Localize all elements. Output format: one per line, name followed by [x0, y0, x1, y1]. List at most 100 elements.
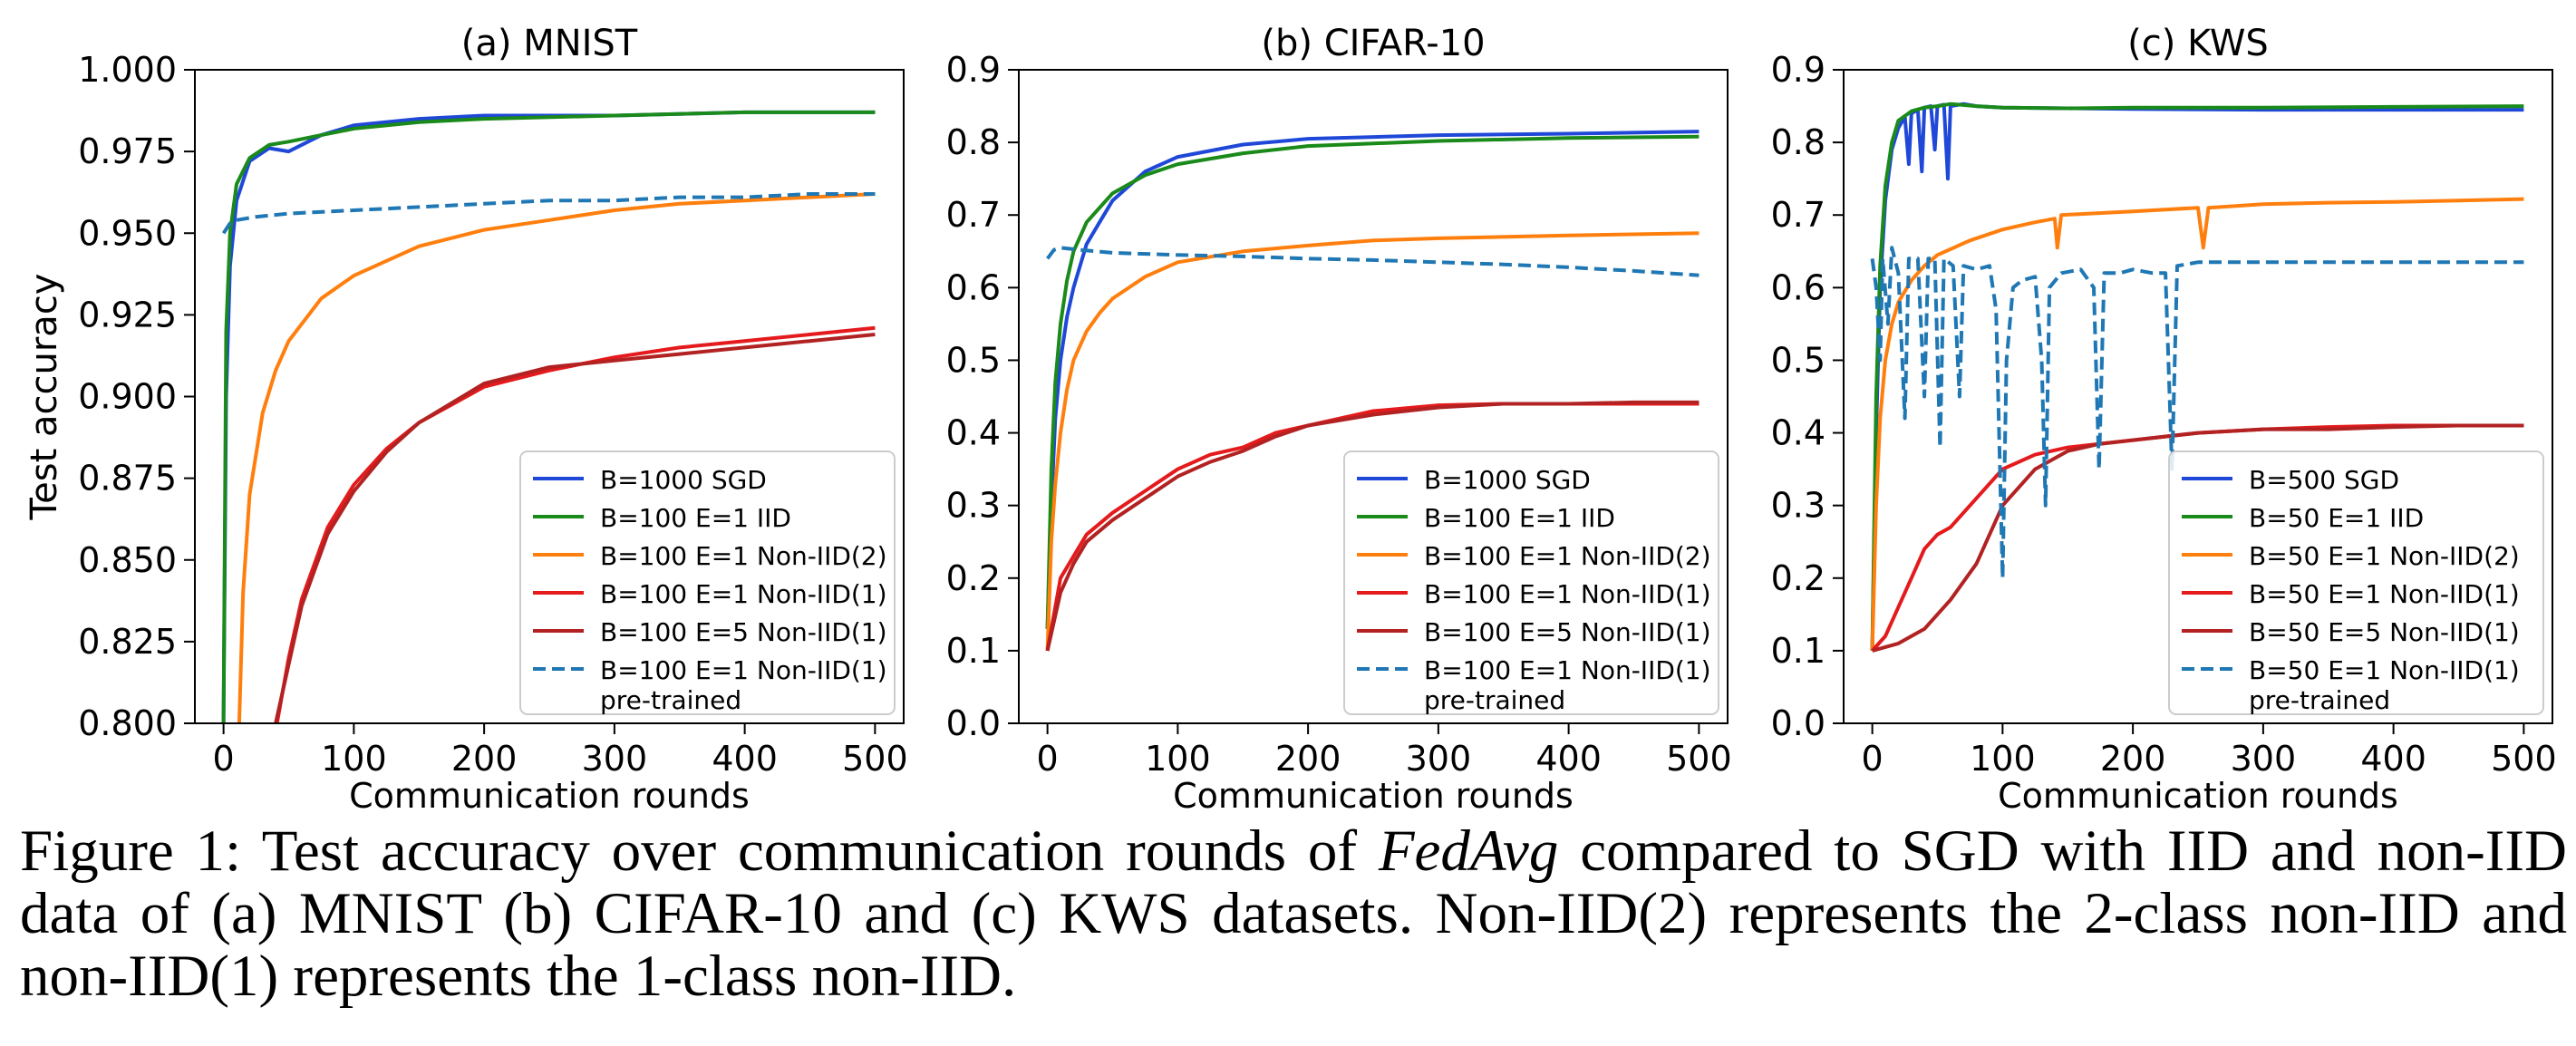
caption-method-name: FedAvg	[1378, 818, 1559, 884]
legend-label: B=100 E=1 Non-IID(1)	[600, 579, 887, 609]
y-tick-label: 0.5	[1771, 340, 1825, 380]
y-tick-label: 0.875	[78, 459, 177, 499]
legend-label: B=50 E=1 Non-IID(2)	[2249, 541, 2520, 571]
series-line-5	[1045, 400, 1700, 652]
series-line-6	[1046, 246, 1700, 277]
legend-label: pre-trained	[600, 685, 741, 715]
series-lines	[221, 110, 876, 723]
chart-panel-2: 0 100 200 300 400 500 0.0 0.1 0.2 0.3 0.4 0.5 0.6 0.7…	[946, 23, 1732, 816]
legend-label: pre-trained	[2249, 685, 2390, 715]
panel-title: (b) CIFAR-10	[1261, 23, 1485, 64]
y-tick-label: 0.3	[946, 486, 1001, 526]
legend-label: B=100 E=1 IID	[1424, 503, 1615, 533]
x-tick-label: 500	[2491, 739, 2557, 779]
x-tick-label: 200	[1275, 739, 1341, 779]
legend-label: B=100 E=1 Non-IID(1)	[600, 655, 887, 685]
x-tick-label: 0	[1862, 739, 1884, 779]
x-tick-label: 100	[1970, 739, 2036, 779]
legend-label: B=100 E=1 IID	[600, 503, 791, 533]
chart-panel-1: 0 100 200 300 400 500 0.800 0.825 0.850 0.875 0.90…	[24, 23, 908, 816]
x-tick-label: 300	[582, 739, 648, 779]
legend-label: B=50 E=1 IID	[2249, 503, 2424, 533]
legend-label: B=500 SGD	[2249, 465, 2399, 495]
panel-title: (a) MNIST	[461, 23, 638, 64]
legend-box	[519, 450, 896, 715]
y-tick-label: 0.9	[1771, 50, 1825, 90]
chart-panel-3: 0 100 200 300 400 500 0.0 0.1 0.2 0.3 0.4 0.5 0.6 0.7…	[1771, 23, 2557, 816]
x-tick-label: 0	[1037, 739, 1059, 779]
y-tick-label: 0.0	[946, 703, 1001, 743]
x-tick-label: 200	[451, 739, 518, 779]
series-line-6	[221, 192, 876, 235]
legend-label: B=100 E=1 Non-IID(2)	[1424, 541, 1711, 571]
x-tick-label: 300	[1406, 739, 1472, 779]
series-line-3	[237, 192, 876, 723]
legend: B=1000 SGD B=100 E=1 IID B=100 E=1 Non-IID…	[519, 450, 896, 715]
legend-label: B=50 E=1 Non-IID(1)	[2249, 579, 2520, 609]
axes-frame	[1843, 69, 2553, 724]
y-tick-label: 0.5	[946, 340, 1001, 380]
x-tick-label: 400	[1535, 739, 1602, 779]
y-tick-label: 0.2	[946, 558, 1001, 598]
x-axis-label: Communication rounds	[1173, 776, 1574, 816]
y-tick-label: 0.800	[78, 703, 177, 743]
figure-panels: 0 100 200 300 400 5000.8000.8250.8500.8750.90…	[24, 23, 2557, 816]
x-tick-label: 400	[712, 739, 778, 779]
y-tick-label: 0.6	[946, 267, 1001, 307]
series-lines	[1045, 130, 1700, 652]
y-tick-label: 0.1	[946, 631, 1001, 671]
legend-label: B=100 E=1 Non-IID(1)	[1424, 579, 1711, 609]
series-lines	[1870, 102, 2524, 653]
y-tick-label: 0.7	[1771, 195, 1825, 235]
x-tick-label: 500	[1666, 739, 1732, 779]
x-tick-label: 100	[1145, 739, 1211, 779]
x-axis-label: Communication rounds	[349, 776, 750, 816]
y-tick-label: 0.1	[1771, 631, 1825, 671]
legend-box	[1343, 450, 1719, 715]
series-line-6	[1870, 246, 2524, 580]
series-line-2	[1870, 102, 2524, 651]
panel-title: (c) KWS	[2127, 23, 2269, 64]
legend-label: B=100 E=1 Non-IID(1)	[1424, 655, 1711, 685]
y-tick-label: 0.6	[1771, 267, 1825, 307]
y-axis-label: Test accuracy	[24, 274, 65, 521]
y-tick-label: 0.4	[946, 413, 1001, 453]
x-tick-label: 300	[2231, 739, 2297, 779]
y-tick-label: 0.8	[946, 122, 1001, 162]
x-tick-label: 0	[213, 739, 235, 779]
legend-label: B=50 E=1 Non-IID(1)	[2249, 655, 2520, 685]
x-tick-label: 200	[2100, 739, 2166, 779]
series-line-5	[1872, 423, 2524, 653]
y-tick-label: 0.950	[78, 213, 177, 253]
x-tick-label: 400	[2360, 739, 2426, 779]
legend-label: B=100 E=5 Non-IID(1)	[600, 617, 887, 647]
legend-box	[2168, 450, 2544, 715]
series-line-1	[1045, 130, 1700, 629]
legend-label: pre-trained	[1424, 685, 1565, 715]
figure-caption: Figure 1: Test accuracy over communicati…	[20, 820, 2567, 1008]
y-tick-label: 0.8	[1771, 122, 1825, 162]
legend-label: B=1000 SGD	[600, 465, 767, 495]
x-tick-label: 500	[842, 739, 908, 779]
caption-prefix: Figure 1: Test accuracy over communicati…	[20, 818, 1379, 884]
y-tick-label: 0.975	[78, 131, 177, 171]
y-tick-label: 0.825	[78, 622, 177, 662]
legend-label: B=1000 SGD	[1424, 465, 1591, 495]
y-tick-label: 0.4	[1771, 413, 1825, 453]
y-tick-label: 0.7	[946, 195, 1001, 235]
series-line-2	[1045, 134, 1700, 629]
caption-suffix: compared to SGD with IID and non-IID dat…	[20, 818, 2567, 1009]
y-tick-label: 0.850	[78, 540, 177, 580]
x-tick-label: 100	[321, 739, 387, 779]
y-tick-label: 0.3	[1771, 486, 1825, 526]
y-tick-label: 0.9	[946, 50, 1001, 90]
y-tick-label: 0.2	[1771, 558, 1825, 598]
series-line-2	[221, 110, 876, 723]
x-axis-label: Communication rounds	[1998, 776, 2398, 816]
series-line-4	[1871, 423, 2524, 653]
legend: B=500 SGD B=50 E=1 IID B=50 E=1 Non-IID(2)…	[2168, 450, 2544, 715]
series-line-3	[1870, 197, 2524, 651]
y-tick-label: 0.900	[78, 377, 177, 417]
legend-label: B=100 E=5 Non-IID(1)	[1424, 617, 1711, 647]
axes-frame	[1018, 69, 1729, 724]
